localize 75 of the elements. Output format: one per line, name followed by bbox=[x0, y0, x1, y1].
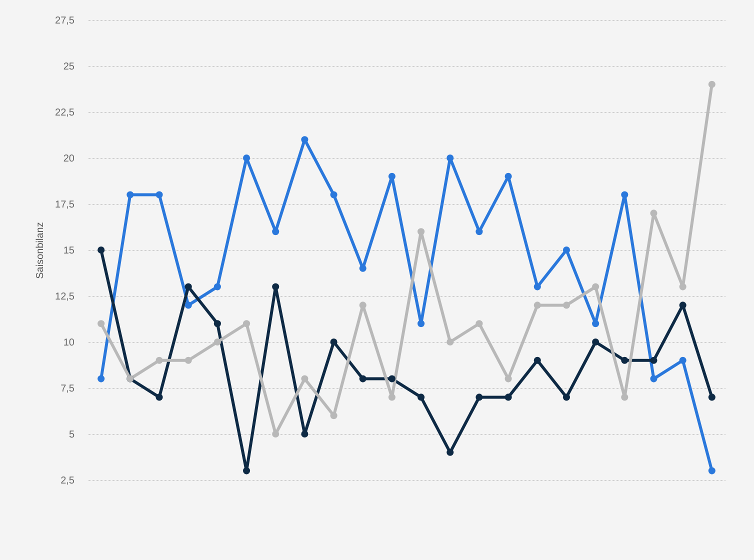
point bbox=[184, 356, 192, 364]
point bbox=[504, 172, 512, 180]
point bbox=[184, 302, 192, 309]
y-tick-label: 15 bbox=[63, 246, 75, 256]
point bbox=[98, 375, 105, 382]
point bbox=[592, 320, 600, 328]
y-tick-label: 10 bbox=[63, 338, 75, 348]
point bbox=[98, 246, 105, 254]
point bbox=[679, 356, 686, 364]
point bbox=[446, 154, 454, 162]
point bbox=[592, 283, 600, 290]
point bbox=[621, 191, 628, 198]
y-tick-label: 7,5 bbox=[60, 384, 75, 394]
y-tick-label: 25 bbox=[63, 62, 75, 72]
point bbox=[272, 228, 280, 236]
point bbox=[418, 228, 425, 236]
point bbox=[272, 430, 280, 438]
point bbox=[330, 191, 338, 198]
y-tick-label: 22,5 bbox=[55, 108, 75, 118]
point bbox=[534, 356, 541, 364]
point bbox=[359, 375, 366, 382]
point bbox=[708, 467, 716, 474]
point bbox=[242, 467, 250, 474]
point bbox=[242, 154, 250, 162]
point bbox=[330, 412, 338, 420]
point bbox=[562, 246, 570, 254]
y-tick-label: 5 bbox=[68, 430, 75, 440]
point bbox=[156, 356, 163, 364]
point bbox=[214, 320, 221, 328]
point bbox=[272, 283, 280, 290]
point bbox=[388, 394, 396, 401]
y-axis-title: Saisonbilanz bbox=[35, 222, 46, 279]
point bbox=[359, 302, 366, 309]
point bbox=[156, 394, 163, 401]
point bbox=[534, 302, 541, 309]
point bbox=[679, 302, 686, 309]
y-tick-label: 12,5 bbox=[55, 292, 75, 302]
point bbox=[156, 191, 163, 198]
point bbox=[708, 80, 716, 88]
point bbox=[592, 338, 600, 346]
point bbox=[242, 320, 250, 328]
point bbox=[562, 394, 570, 401]
point bbox=[330, 338, 338, 346]
point bbox=[301, 430, 308, 438]
point bbox=[388, 375, 396, 382]
y-tick-label: 2,5 bbox=[60, 476, 75, 486]
point bbox=[418, 394, 425, 401]
point bbox=[301, 136, 308, 144]
point bbox=[476, 394, 483, 401]
point bbox=[650, 375, 658, 382]
y-tick-label: 20 bbox=[63, 154, 75, 164]
point bbox=[476, 228, 483, 236]
point bbox=[562, 302, 570, 309]
point bbox=[476, 320, 483, 328]
point bbox=[301, 375, 308, 382]
point bbox=[98, 320, 105, 328]
point bbox=[621, 394, 628, 401]
point bbox=[650, 356, 658, 364]
point bbox=[214, 338, 221, 346]
y-tick-label: 17,5 bbox=[55, 200, 75, 210]
point bbox=[359, 264, 366, 272]
point bbox=[388, 172, 396, 180]
point bbox=[621, 356, 628, 364]
point bbox=[504, 394, 512, 401]
point bbox=[418, 320, 425, 328]
point bbox=[534, 283, 541, 290]
point bbox=[184, 283, 192, 290]
point bbox=[446, 338, 454, 346]
point bbox=[650, 210, 658, 217]
point bbox=[679, 283, 686, 290]
point bbox=[708, 394, 716, 401]
point bbox=[446, 448, 454, 456]
point bbox=[126, 191, 134, 198]
point bbox=[214, 283, 221, 290]
y-tick-label: 27,5 bbox=[55, 16, 75, 26]
